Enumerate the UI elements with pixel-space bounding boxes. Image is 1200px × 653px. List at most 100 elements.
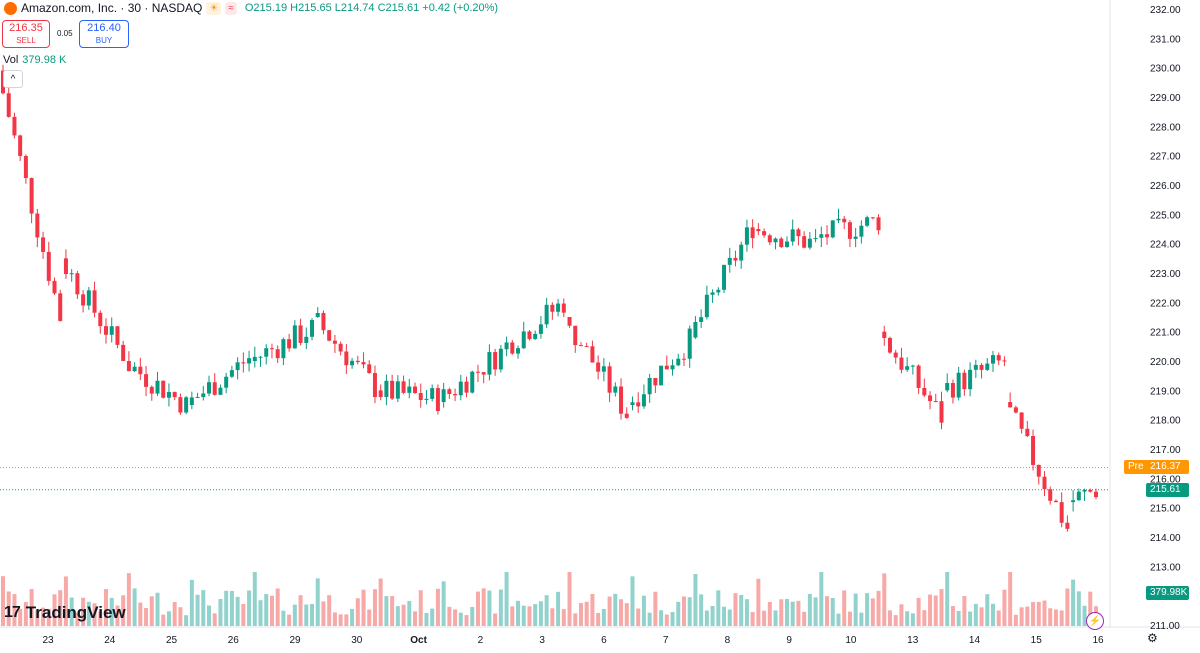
volume-bar bbox=[722, 606, 727, 626]
candle-body bbox=[870, 217, 875, 219]
x-tick-label: 16 bbox=[1092, 635, 1104, 646]
volume-bar bbox=[1036, 601, 1041, 626]
volume-bar bbox=[882, 573, 887, 626]
candle-body bbox=[104, 326, 109, 335]
volume-bar bbox=[601, 609, 606, 626]
volume-bar bbox=[281, 610, 286, 626]
candle-body bbox=[166, 392, 171, 398]
candle-body bbox=[281, 339, 286, 359]
candle-body bbox=[899, 357, 904, 370]
collapse-chevron-up-icon[interactable]: ^ bbox=[3, 70, 23, 88]
candle-body bbox=[847, 222, 852, 239]
tradingview-logo[interactable]: 17 TradingView bbox=[4, 603, 126, 623]
volume-bar bbox=[870, 598, 875, 626]
candle-body bbox=[12, 116, 17, 136]
candle-body bbox=[109, 326, 114, 335]
sell-button[interactable]: 216.35 SELL bbox=[2, 20, 50, 48]
candle-body bbox=[659, 365, 664, 386]
candle-body bbox=[836, 218, 841, 221]
candle-body bbox=[258, 356, 263, 358]
volume-bar bbox=[441, 581, 446, 626]
volume-bar bbox=[681, 596, 686, 626]
candle-body bbox=[413, 386, 418, 394]
x-tick-label: 3 bbox=[539, 635, 545, 646]
candle-body bbox=[510, 342, 515, 354]
volume-bar bbox=[802, 611, 807, 626]
candle-body bbox=[18, 135, 23, 157]
candle-body bbox=[1065, 522, 1070, 529]
candle-body bbox=[521, 331, 526, 349]
volume-legend[interactable]: Vol 379.98 K bbox=[3, 54, 66, 66]
symbol-title[interactable]: Amazon.com, Inc. · 30 · NASDAQ bbox=[21, 1, 203, 15]
candle-body bbox=[247, 358, 252, 364]
candle-body bbox=[750, 227, 755, 239]
candle-body bbox=[733, 257, 738, 261]
candle-body bbox=[773, 238, 778, 243]
candle-body bbox=[275, 349, 280, 359]
volume-bar bbox=[859, 612, 864, 626]
volume-bar bbox=[1002, 589, 1007, 626]
settings-gear-icon[interactable]: ⚙ bbox=[1147, 631, 1158, 645]
candle-body bbox=[75, 273, 80, 295]
volume-bar bbox=[310, 603, 315, 626]
candle-body bbox=[1088, 489, 1093, 492]
market-hours-icon[interactable]: ☀ bbox=[206, 1, 222, 15]
volume-bar bbox=[504, 572, 509, 626]
volume-bar bbox=[172, 602, 177, 626]
volume-bar bbox=[332, 612, 337, 626]
volume-bar bbox=[361, 589, 366, 626]
volume-bar bbox=[573, 613, 578, 626]
candle-body bbox=[407, 386, 412, 393]
volume-bar bbox=[653, 591, 658, 626]
x-tick-label: 7 bbox=[663, 635, 669, 646]
volume-bar bbox=[727, 609, 732, 626]
x-tick-label: 6 bbox=[601, 635, 607, 646]
volume-bar bbox=[750, 612, 755, 626]
data-mode-icon[interactable]: ≈ bbox=[225, 1, 237, 15]
candle-body bbox=[384, 380, 389, 398]
volume-bar bbox=[607, 596, 612, 626]
volume-bar bbox=[367, 609, 372, 626]
candle-body bbox=[447, 389, 452, 394]
candle-body bbox=[853, 236, 858, 239]
buy-price: 216.40 bbox=[87, 21, 121, 34]
volume-bar bbox=[81, 597, 86, 626]
candle-body bbox=[590, 346, 595, 363]
candle-body bbox=[1048, 489, 1053, 501]
volume-bar bbox=[132, 588, 137, 626]
volume-bar bbox=[144, 608, 149, 626]
candle-body bbox=[516, 348, 521, 354]
volume-bar bbox=[624, 603, 629, 626]
volume-bar bbox=[161, 614, 166, 626]
candle-body bbox=[601, 366, 606, 372]
x-tick-label: 23 bbox=[42, 635, 54, 646]
candle-body bbox=[796, 229, 801, 237]
volume-bar bbox=[207, 605, 212, 626]
candle-body bbox=[224, 376, 229, 388]
candle-body bbox=[470, 371, 475, 393]
volume-bar bbox=[321, 601, 326, 626]
candle-body bbox=[69, 273, 74, 275]
candle-body bbox=[23, 156, 28, 179]
candle-body bbox=[29, 178, 34, 214]
volume-bar bbox=[710, 605, 715, 626]
candle-body bbox=[533, 333, 538, 339]
candle-body bbox=[86, 290, 91, 306]
volume-bar bbox=[258, 600, 263, 626]
y-tick-label: 211.00 bbox=[1150, 621, 1180, 632]
volume-bar bbox=[212, 613, 217, 626]
volume-bar bbox=[521, 605, 526, 626]
x-tick-label: 8 bbox=[725, 635, 731, 646]
volume-bar bbox=[195, 594, 200, 626]
volume-bar bbox=[178, 607, 183, 626]
candle-body bbox=[556, 303, 561, 312]
volume-bar bbox=[453, 609, 458, 626]
buy-button[interactable]: 216.40 BUY bbox=[79, 20, 129, 48]
lightning-icon[interactable]: ⚡ bbox=[1086, 612, 1104, 630]
candle-body bbox=[647, 378, 652, 395]
volume-bar bbox=[1008, 572, 1013, 626]
candle-body bbox=[172, 392, 177, 398]
candle-body bbox=[292, 325, 297, 349]
candle-body bbox=[367, 364, 372, 374]
